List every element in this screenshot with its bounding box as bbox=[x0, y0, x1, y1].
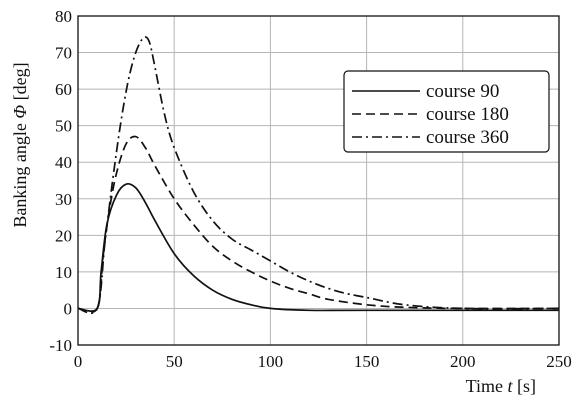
y-tick-label-10: 10 bbox=[55, 263, 72, 282]
y-tick-label-0: 0 bbox=[64, 299, 73, 318]
y-tick-label-80: 80 bbox=[55, 7, 72, 26]
series-line-course-360 bbox=[77, 36, 560, 315]
series-line-course-180 bbox=[77, 135, 560, 314]
y-axis-label: Banking angle Φ [deg] bbox=[10, 62, 30, 227]
legend: course 90 course 180 course 360 bbox=[343, 70, 550, 153]
legend-label-course-360: course 360 bbox=[426, 127, 509, 148]
plot-background bbox=[78, 16, 559, 345]
x-tick-label-200: 200 bbox=[450, 352, 476, 371]
x-tick-label-100: 100 bbox=[258, 352, 284, 371]
y-tick-label-60: 60 bbox=[55, 80, 72, 99]
x-axis-label: Time t [s] bbox=[466, 376, 536, 396]
x-tick-label-50: 50 bbox=[166, 352, 183, 371]
series-lines bbox=[77, 36, 560, 315]
plot-frame bbox=[77, 15, 560, 346]
x-tick-label-250: 250 bbox=[546, 352, 572, 371]
y-tick-label-50: 50 bbox=[55, 117, 72, 136]
legend-label-course-180: course 180 bbox=[426, 104, 509, 125]
y-tick-label-40: 40 bbox=[55, 153, 72, 172]
y-tick-label-30: 30 bbox=[55, 190, 72, 209]
y-tick-label-70: 70 bbox=[55, 44, 72, 63]
x-tick-label-150: 150 bbox=[354, 352, 380, 371]
y-tick-label-20: 20 bbox=[55, 226, 72, 245]
y-tick-label--10: -10 bbox=[49, 336, 72, 355]
legend-label-course-90: course 90 bbox=[426, 81, 499, 102]
x-tick-label-0: 0 bbox=[74, 352, 83, 371]
